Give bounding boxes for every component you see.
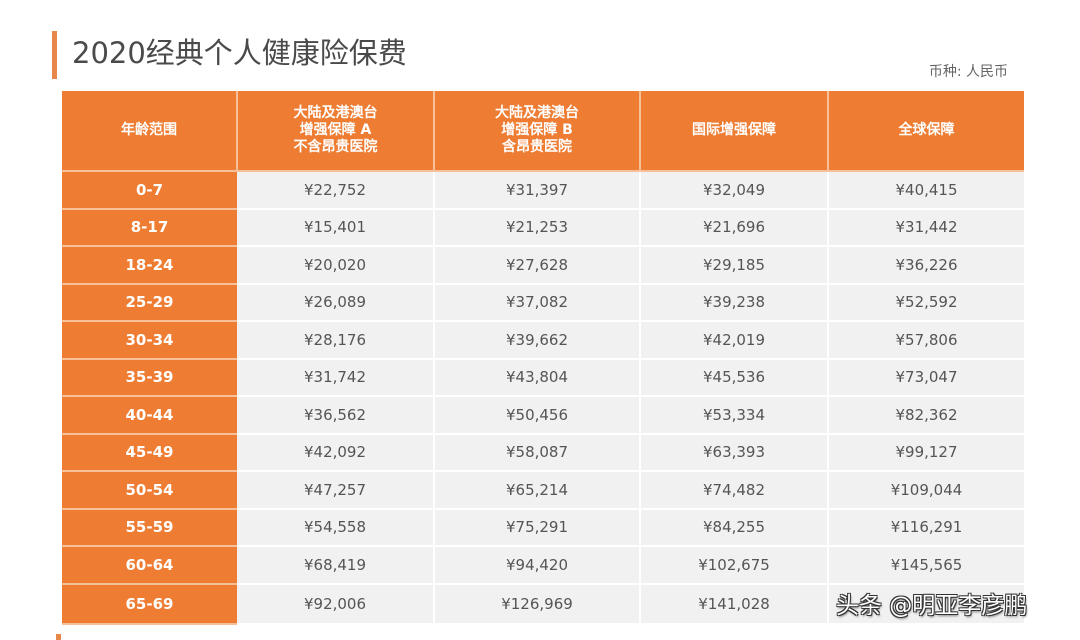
age-cell: 18-24 xyxy=(62,246,237,285)
table-row: 35-39 ¥31,742 ¥43,804 ¥45,536 ¥73,047 xyxy=(62,358,1024,397)
international-cell: ¥141,028 xyxy=(640,583,829,625)
header-age-range: 年龄范围 xyxy=(62,91,238,171)
global-cell: ¥52,592 xyxy=(828,283,1024,322)
plan-a-cell: ¥92,006 xyxy=(237,583,435,625)
plan-b-cell: ¥75,291 xyxy=(434,508,641,547)
age-cell: 30-34 xyxy=(62,321,237,360)
plan-a-cell: ¥15,401 xyxy=(237,208,435,247)
table-row: 25-29 ¥26,089 ¥37,082 ¥39,238 ¥52,592 xyxy=(62,283,1024,322)
header-global: 全球保障 xyxy=(828,91,1024,171)
plan-a-cell: ¥22,752 xyxy=(237,170,435,210)
table-row: 30-34 ¥28,176 ¥39,662 ¥42,019 ¥57,806 xyxy=(62,321,1024,360)
age-cell: 0-7 xyxy=(62,170,237,210)
plan-a-cell: ¥47,257 xyxy=(237,471,435,510)
international-cell: ¥21,696 xyxy=(640,208,829,247)
age-cell: 35-39 xyxy=(62,358,237,397)
international-cell: ¥32,049 xyxy=(640,170,829,210)
table-row: 55-59 ¥54,558 ¥75,291 ¥84,255 ¥116,291 xyxy=(62,508,1024,547)
international-cell: ¥39,238 xyxy=(640,283,829,322)
international-cell: ¥29,185 xyxy=(640,246,829,285)
plan-b-cell: ¥39,662 xyxy=(434,321,641,360)
table-row: 65-69 ¥92,006 ¥126,969 ¥141,028 xyxy=(62,583,1024,625)
table-row: 18-24 ¥20,020 ¥27,628 ¥29,185 ¥36,226 xyxy=(62,246,1024,285)
age-cell: 45-49 xyxy=(62,433,237,472)
international-cell: ¥102,675 xyxy=(640,546,829,585)
age-cell: 25-29 xyxy=(62,283,237,322)
currency-note: 币种: 人民币 xyxy=(928,64,1008,80)
title-accent-bar xyxy=(52,31,57,79)
age-cell: 55-59 xyxy=(62,508,237,547)
global-cell: ¥109,044 xyxy=(828,471,1024,510)
global-cell: ¥116,291 xyxy=(828,508,1024,547)
plan-a-cell: ¥54,558 xyxy=(237,508,435,547)
plan-b-cell: ¥21,253 xyxy=(434,208,641,247)
premium-table: 年龄范围 大陆及港澳台 增强保障 A 不含昂贵医院 大陆及港澳台 增强保障 B … xyxy=(62,91,1024,625)
age-cell: 8-17 xyxy=(62,208,237,247)
international-cell: ¥45,536 xyxy=(640,358,829,397)
table-row: 45-49 ¥42,092 ¥58,087 ¥63,393 ¥99,127 xyxy=(62,433,1024,472)
plan-a-cell: ¥31,742 xyxy=(237,358,435,397)
age-cell: 65-69 xyxy=(62,583,237,625)
global-cell: ¥145,565 xyxy=(828,546,1024,585)
plan-b-cell: ¥94,420 xyxy=(434,546,641,585)
plan-a-cell: ¥36,562 xyxy=(237,396,435,435)
watermark: 头条 @明亚李彦鹏 xyxy=(836,593,1028,619)
plan-b-cell: ¥31,397 xyxy=(434,170,641,210)
plan-a-cell: ¥42,092 xyxy=(237,433,435,472)
plan-b-cell: ¥58,087 xyxy=(434,433,641,472)
plan-b-cell: ¥65,214 xyxy=(434,471,641,510)
global-cell: ¥36,226 xyxy=(828,246,1024,285)
header-international: 国际增强保障 xyxy=(640,91,829,171)
plan-a-cell: ¥68,419 xyxy=(237,546,435,585)
international-cell: ¥53,334 xyxy=(640,396,829,435)
age-cell: 40-44 xyxy=(62,396,237,435)
table-row: 50-54 ¥47,257 ¥65,214 ¥74,482 ¥109,044 xyxy=(62,471,1024,510)
international-cell: ¥74,482 xyxy=(640,471,829,510)
plan-b-cell: ¥126,969 xyxy=(434,583,641,625)
global-cell xyxy=(828,583,1024,625)
global-cell: ¥82,362 xyxy=(828,396,1024,435)
plan-a-cell: ¥20,020 xyxy=(237,246,435,285)
header-row: 年龄范围 大陆及港澳台 增强保障 A 不含昂贵医院 大陆及港澳台 增强保障 B … xyxy=(62,91,1024,171)
page-title: 2020经典个人健康险保费 xyxy=(72,36,407,70)
global-cell: ¥99,127 xyxy=(828,433,1024,472)
global-cell: ¥40,415 xyxy=(828,170,1024,210)
international-cell: ¥84,255 xyxy=(640,508,829,547)
international-cell: ¥63,393 xyxy=(640,433,829,472)
plan-a-cell: ¥28,176 xyxy=(237,321,435,360)
plan-b-cell: ¥43,804 xyxy=(434,358,641,397)
table-row: 0-7 ¥22,752 ¥31,397 ¥32,049 ¥40,415 xyxy=(62,170,1024,210)
age-cell: 60-64 xyxy=(62,546,237,585)
international-cell: ¥42,019 xyxy=(640,321,829,360)
table-row: 60-64 ¥68,419 ¥94,420 ¥102,675 ¥145,565 xyxy=(62,546,1024,585)
plan-a-cell: ¥26,089 xyxy=(237,283,435,322)
table-row: 40-44 ¥36,562 ¥50,456 ¥53,334 ¥82,362 xyxy=(62,396,1024,435)
global-cell: ¥31,442 xyxy=(828,208,1024,247)
table-row: 8-17 ¥15,401 ¥21,253 ¥21,696 ¥31,442 xyxy=(62,208,1024,247)
age-cell: 50-54 xyxy=(62,471,237,510)
plan-b-cell: ¥50,456 xyxy=(434,396,641,435)
header-plan-b: 大陆及港澳台 增强保障 B 含昂贵医院 xyxy=(434,91,641,171)
global-cell: ¥73,047 xyxy=(828,358,1024,397)
plan-b-cell: ¥27,628 xyxy=(434,246,641,285)
plan-b-cell: ¥37,082 xyxy=(434,283,641,322)
global-cell: ¥57,806 xyxy=(828,321,1024,360)
footer-accent-mark xyxy=(56,634,61,640)
header-plan-a: 大陆及港澳台 增强保障 A 不含昂贵医院 xyxy=(237,91,435,171)
